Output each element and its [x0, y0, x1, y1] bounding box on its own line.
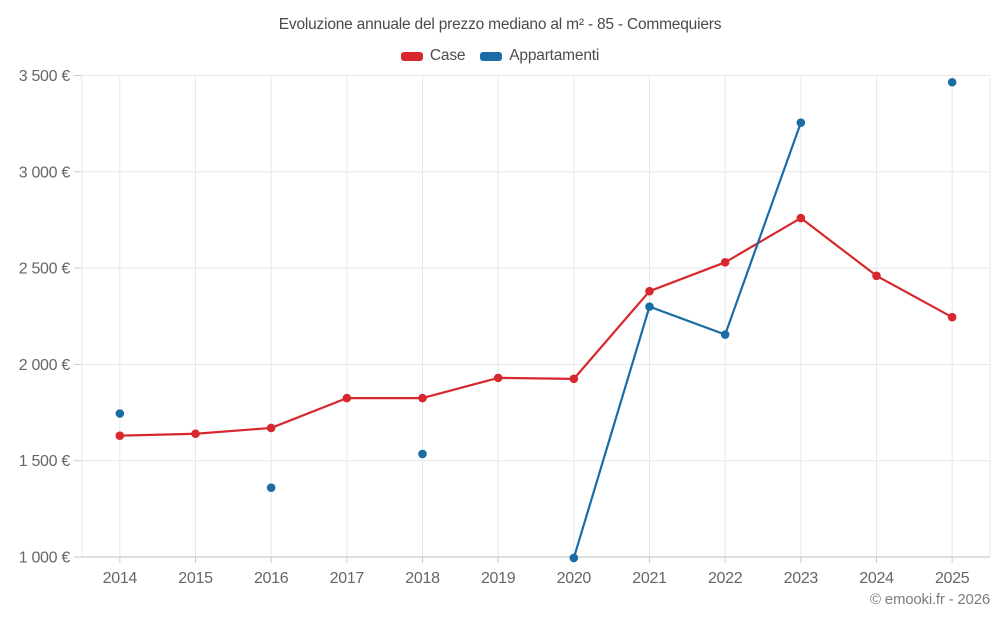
- series-line-appartamenti: [572, 121, 802, 560]
- data-point-appartamenti-2018[interactable]: [418, 449, 427, 459]
- x-tick-label: 2017: [330, 570, 365, 587]
- legend-label-case: Case: [429, 47, 466, 64]
- data-point-case-2023[interactable]: [796, 213, 806, 223]
- data-point-appartamenti-2025[interactable]: [947, 77, 957, 87]
- appartamenti-series-swatch-icon: [480, 51, 503, 61]
- x-tick-label: 2019: [481, 570, 516, 587]
- legend-item-appartamenti[interactable]: Appartamenti: [480, 47, 599, 65]
- x-tick-label: 2021: [632, 570, 667, 587]
- x-tick-label: 2020: [557, 570, 592, 587]
- legend-item-case[interactable]: Case: [400, 47, 466, 65]
- x-tick-label: 2022: [708, 570, 743, 587]
- y-tick-label: 2 000 €: [19, 357, 71, 374]
- chart-title: Evoluzione annuale del prezzo mediano al…: [278, 16, 722, 33]
- data-point-case-2025[interactable]: [947, 312, 957, 322]
- data-point-case-2019[interactable]: [493, 373, 503, 383]
- data-point-case-2020[interactable]: [569, 374, 579, 384]
- chart-legend: Case Appartamenti: [0, 47, 1000, 65]
- data-point-case-2021[interactable]: [645, 286, 654, 296]
- data-point-appartamenti-2022[interactable]: [720, 330, 730, 339]
- data-point-case-2016[interactable]: [266, 423, 276, 433]
- series-line-case: [118, 216, 954, 437]
- y-tick-label: 2 500 €: [19, 261, 71, 278]
- data-point-case-2022[interactable]: [720, 258, 730, 267]
- y-tick-label: 3 000 €: [19, 164, 71, 181]
- data-point-case-2024[interactable]: [872, 271, 881, 281]
- x-tick-label: 2023: [784, 570, 819, 587]
- x-tick-label: 2014: [103, 570, 138, 587]
- data-point-appartamenti-2023[interactable]: [796, 118, 806, 127]
- y-tick-label: 3 500 €: [19, 68, 71, 85]
- data-point-appartamenti-2014[interactable]: [115, 409, 125, 418]
- y-tick-label: 1 000 €: [19, 550, 71, 567]
- data-point-case-2015[interactable]: [191, 429, 200, 439]
- x-tick-label: 2024: [859, 570, 894, 587]
- data-point-case-2018[interactable]: [418, 393, 427, 403]
- x-tick-label: 2025: [935, 570, 970, 587]
- case-series-swatch-icon: [400, 51, 423, 61]
- y-tick-label: 1 500 €: [19, 453, 71, 470]
- x-tick-label: 2015: [178, 570, 213, 587]
- data-point-appartamenti-2020[interactable]: [569, 553, 579, 563]
- data-point-appartamenti-2021[interactable]: [645, 302, 654, 311]
- footer-credit: © emooki.fr - 2026: [869, 591, 990, 608]
- data-point-appartamenti-2016[interactable]: [266, 483, 276, 492]
- legend-label-appartamenti: Appartamenti: [509, 47, 600, 64]
- x-tick-label: 2016: [254, 570, 289, 587]
- x-tick-label: 2018: [405, 570, 440, 587]
- data-point-case-2017[interactable]: [342, 393, 352, 403]
- data-point-case-2014[interactable]: [115, 431, 125, 440]
